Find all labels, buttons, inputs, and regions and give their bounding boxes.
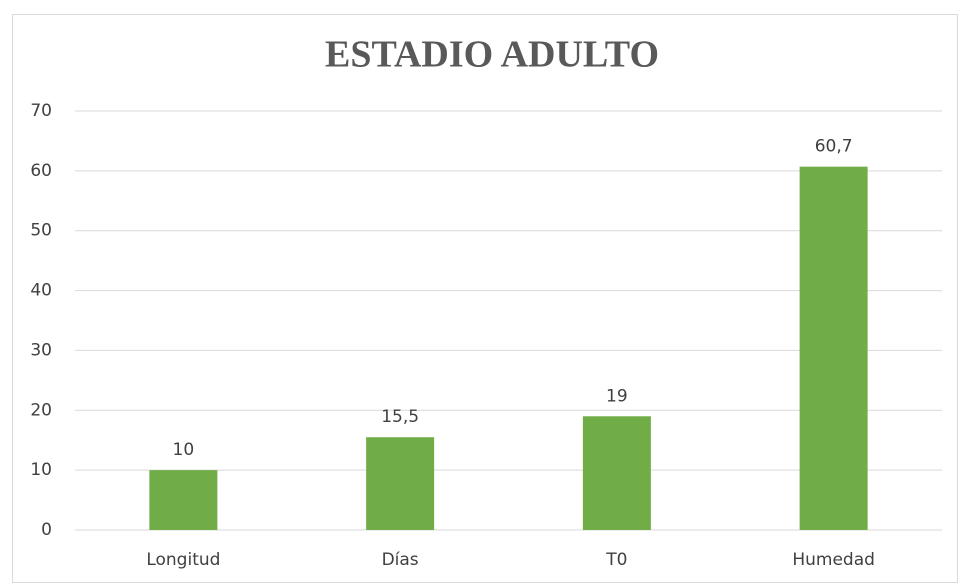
y-tick-label: 50 <box>30 221 52 241</box>
x-tick-label: Días <box>382 550 419 570</box>
y-tick-label: 70 <box>30 101 52 121</box>
x-tick-label: Longitud <box>146 550 220 570</box>
bar <box>149 470 218 530</box>
data-label: 10 <box>173 440 195 460</box>
x-tick-label: Humedad <box>792 550 875 570</box>
data-label: 15,5 <box>381 407 419 427</box>
y-tick-label: 0 <box>41 520 52 540</box>
y-tick-label: 20 <box>30 400 52 420</box>
chart-title: ESTADIO ADULTO <box>325 34 659 76</box>
y-tick-label: 60 <box>30 161 52 181</box>
data-label: 19 <box>606 386 628 406</box>
bar <box>366 437 435 530</box>
y-tick-label: 40 <box>30 281 52 301</box>
bar <box>582 416 651 530</box>
y-tick-label: 10 <box>30 460 52 480</box>
x-tick-label: T0 <box>605 550 627 570</box>
y-tick-label: 30 <box>30 340 52 360</box>
data-label: 60,7 <box>815 137 853 157</box>
bar <box>799 166 868 530</box>
